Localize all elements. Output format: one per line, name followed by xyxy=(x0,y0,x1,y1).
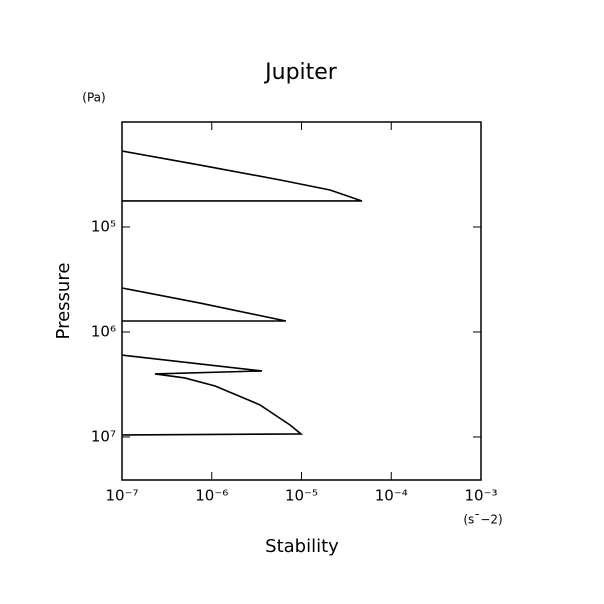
data-line xyxy=(121,287,287,322)
x-tick-label: 10⁻⁵ xyxy=(285,487,318,505)
x-tick-label: 10⁻⁷ xyxy=(105,487,138,505)
y-unit: (Pa) xyxy=(82,91,105,105)
x-axis-label: Stability xyxy=(265,536,339,557)
x-tick-label: 10⁻⁴ xyxy=(375,487,408,505)
chart-title: Jupiter xyxy=(263,60,338,85)
y-tick-label: 10⁵ xyxy=(91,217,116,235)
data-line xyxy=(121,354,304,436)
y-tick-label: 10⁶ xyxy=(91,322,116,340)
y-tick-label: 10⁷ xyxy=(91,427,116,445)
x-tick-label: 10⁻³ xyxy=(464,487,497,505)
x-unit: (s¯−2) xyxy=(463,513,502,527)
x-tick-label: 10⁻⁶ xyxy=(195,487,228,505)
y-axis-label: Pressure xyxy=(53,263,74,340)
data-line xyxy=(121,150,363,202)
plot-frame xyxy=(121,121,482,481)
